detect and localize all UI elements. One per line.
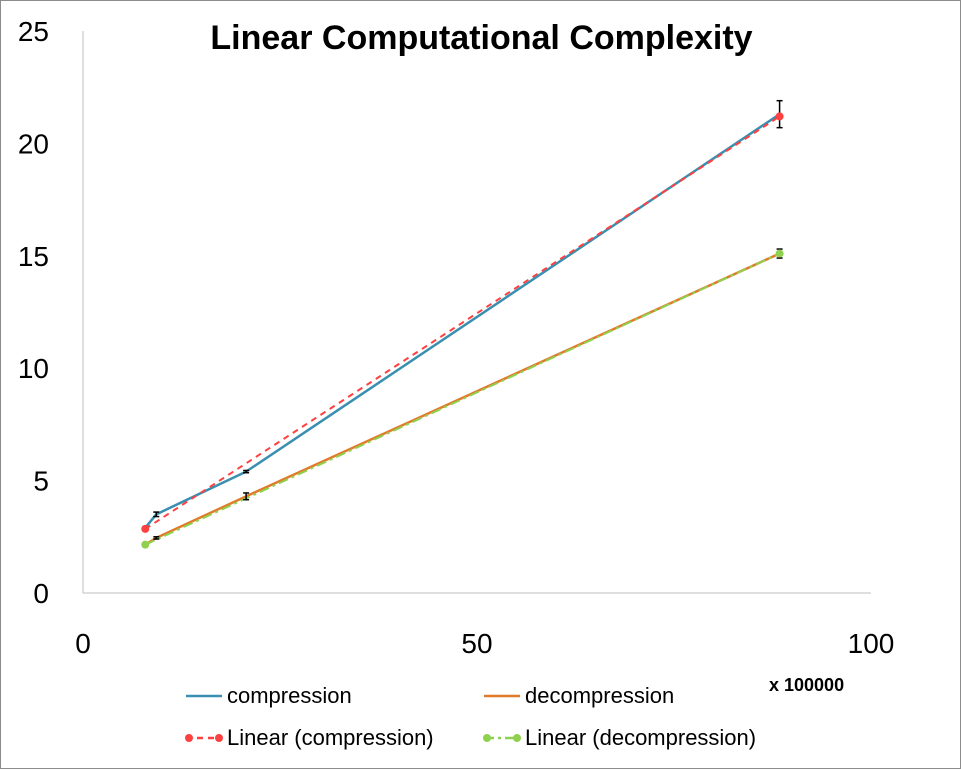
series-line-linear-decompression — [144, 252, 781, 546]
y-tick-label: 10 — [18, 353, 49, 384]
x-tick-label: 50 — [461, 628, 492, 659]
series-line-linear-compression — [144, 115, 781, 530]
x-tick-label: 0 — [75, 628, 91, 659]
x-axis-multiplier: x 100000 — [769, 675, 845, 695]
legend-item: compression — [183, 681, 352, 711]
legend-label: compression — [227, 683, 352, 708]
chart-title: Linear Computational Complexity — [210, 19, 753, 57]
x-tick-label: 100 — [848, 628, 895, 659]
legend-label: Linear (compression) — [227, 725, 434, 750]
legend-swatch — [185, 734, 223, 742]
legend-swatch — [186, 694, 222, 698]
data-point — [141, 524, 150, 533]
error-bar — [243, 492, 250, 501]
y-tick-label: 25 — [18, 16, 49, 47]
error-bar — [153, 536, 160, 540]
legend-swatch — [483, 734, 521, 742]
legend-swatch — [484, 694, 520, 698]
legend-item: Linear (compression) — [183, 723, 434, 753]
error-bar — [243, 469, 250, 474]
y-tick-label: 20 — [18, 128, 49, 159]
series-line-compression — [144, 113, 781, 529]
y-tick-label: 15 — [18, 241, 49, 272]
data-point — [775, 249, 784, 258]
legend-label: Linear (decompression) — [525, 725, 757, 750]
legend-item: Linear (decompression) — [481, 723, 756, 753]
data-point — [775, 112, 784, 121]
error-bar — [153, 511, 160, 518]
y-tick-label: 0 — [33, 578, 49, 609]
legend-label: decompression — [525, 683, 675, 708]
y-tick-label: 5 — [33, 466, 49, 497]
data-point — [141, 540, 150, 549]
legend-item: decompression — [481, 681, 674, 711]
